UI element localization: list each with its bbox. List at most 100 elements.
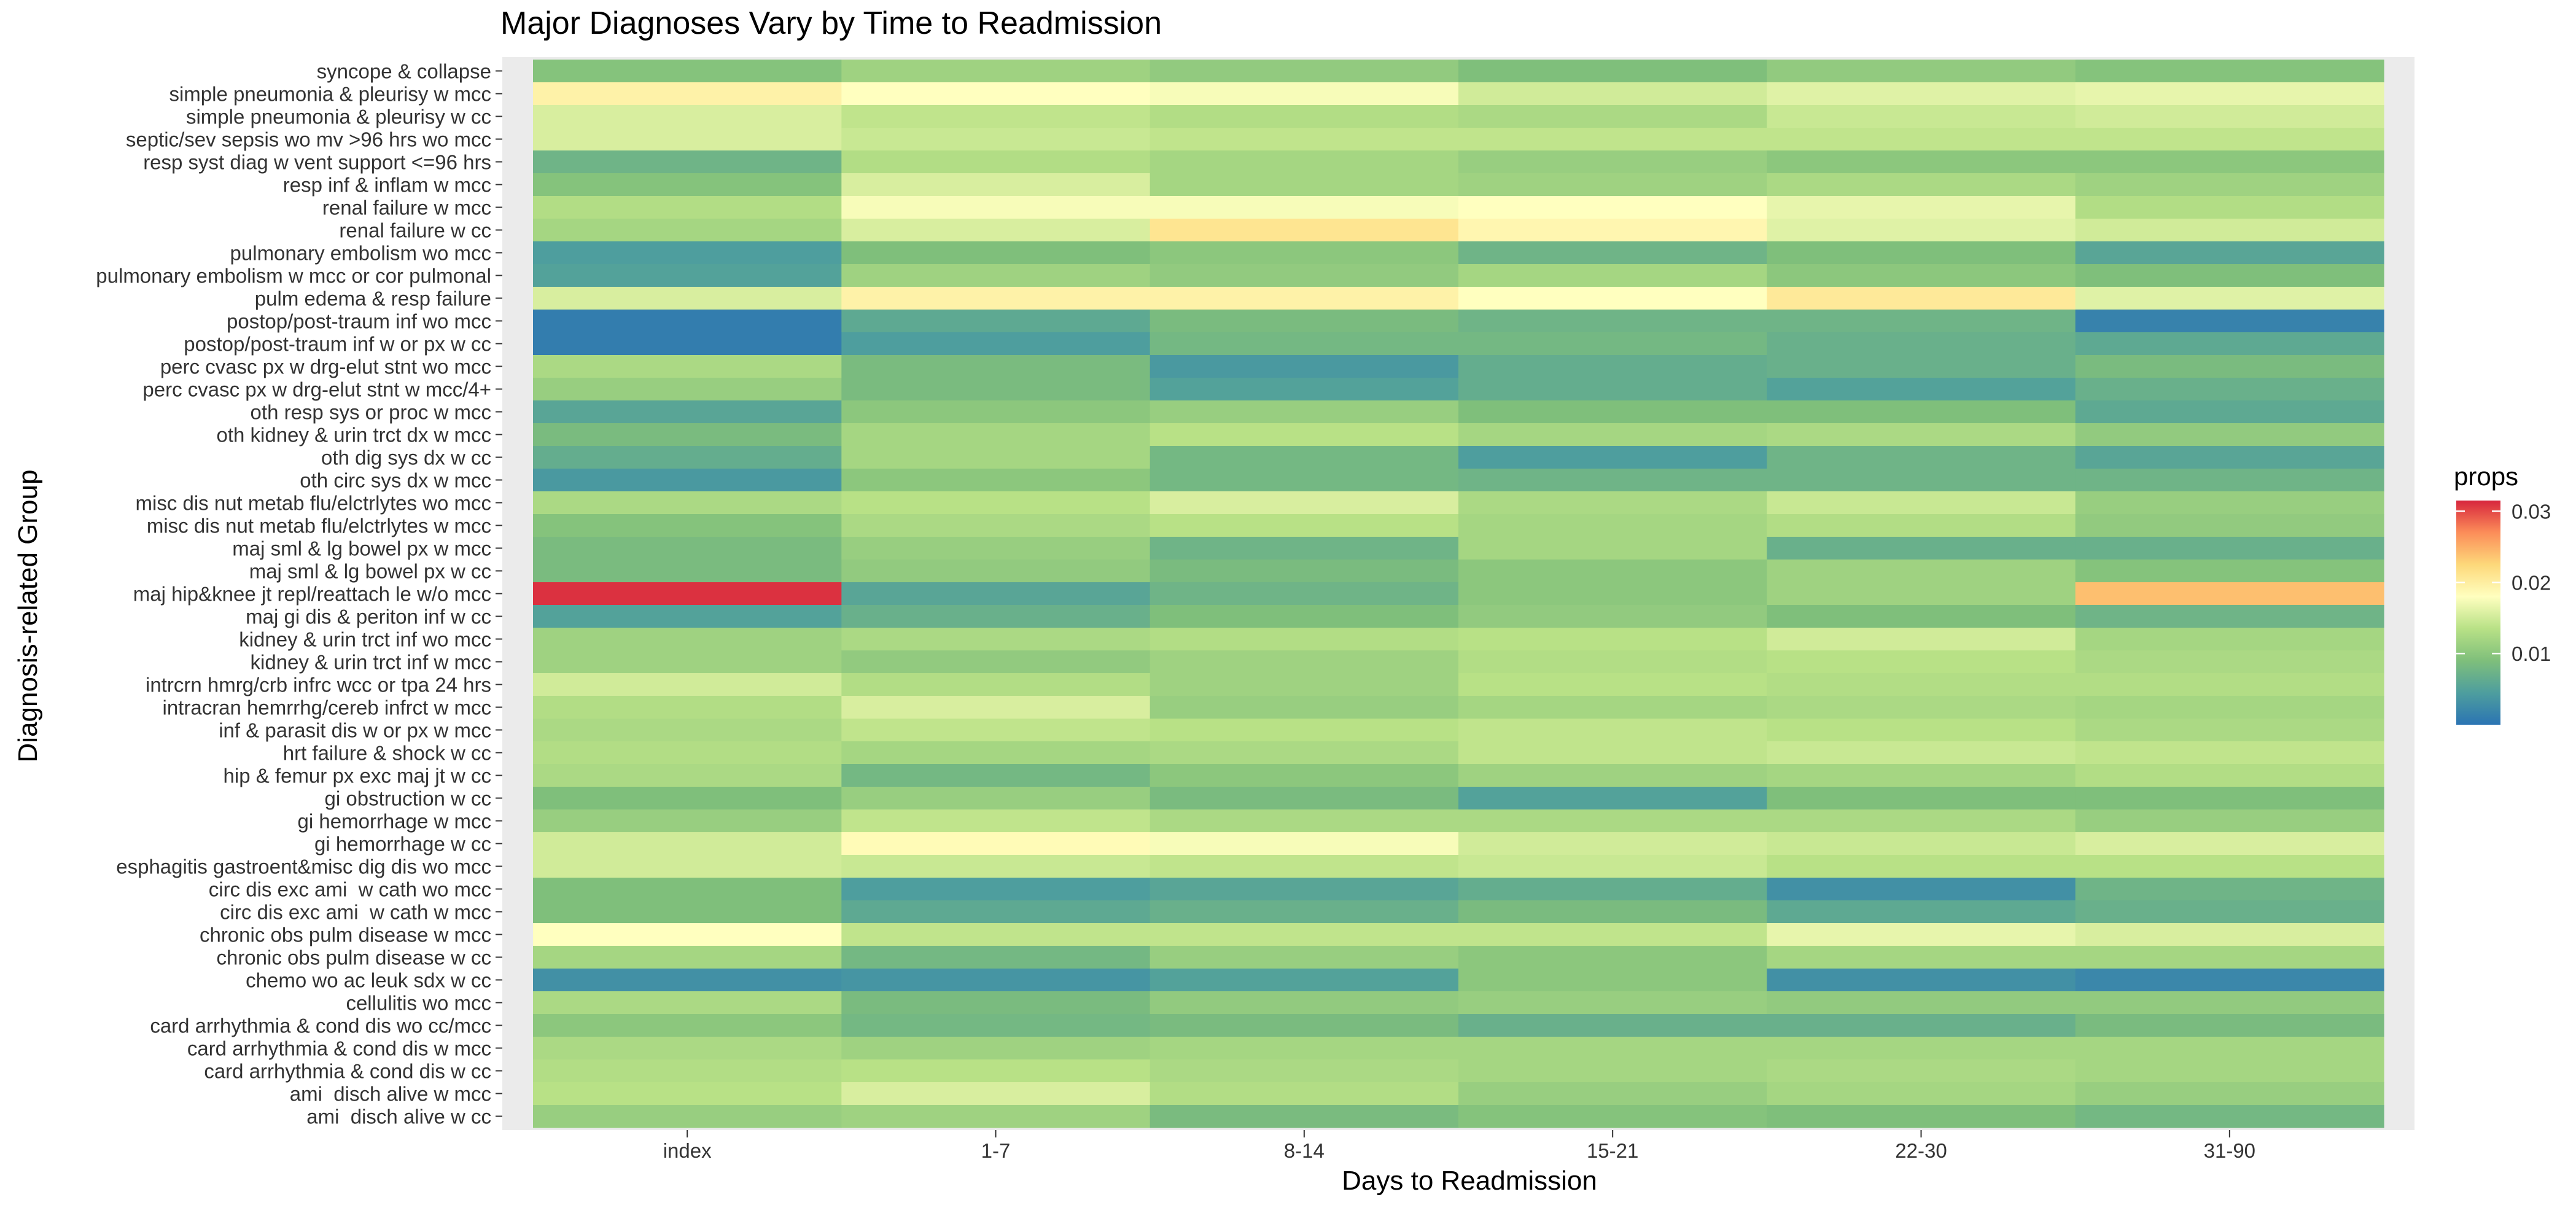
heatmap-cell [1458,1105,1767,1128]
heatmap-cell [1150,582,1459,606]
heatmap-cell [1767,128,2076,151]
heatmap-cell [533,60,842,83]
heatmap-cell [841,1105,1151,1128]
heatmap-cell [533,719,842,742]
heatmap-cell [533,537,842,560]
y-tick-label: intrcrn hmrg/crb infrc wcc or tpa 24 hrs [146,674,491,696]
heatmap-cell [1767,1082,2076,1106]
heatmap-cell [1458,673,1767,696]
heatmap-cell [1458,219,1767,242]
y-tick-label: card arrhythmia & cond dis w cc [204,1060,491,1083]
heatmap-cell [841,537,1151,560]
heatmap-cell [1150,173,1459,197]
heatmap-cell [841,423,1151,447]
heatmap-cell [1458,400,1767,424]
heatmap-cell [2075,469,2384,492]
heatmap-cell [841,310,1151,333]
heatmap-cells [533,60,2384,1128]
heatmap-cell [2075,832,2384,856]
heatmap-cell [1767,173,2076,197]
heatmap-cell [2075,764,2384,787]
y-tick-label: simple pneumonia & pleurisy w cc [186,106,491,128]
heatmap-cell [1150,105,1459,128]
heatmap-cell [1150,1082,1459,1106]
y-tick-label: septic/sev sepsis wo mv >96 hrs wo mcc [126,128,491,151]
heatmap-cell [2075,60,2384,83]
y-tick-label: kidney & urin trct inf wo mcc [239,628,491,651]
heatmap-cell [533,287,842,310]
heatmap-cell [533,764,842,787]
heatmap-cell [2075,855,2384,878]
color-legend: 0.03 0.02 0.01 [2456,500,2551,725]
heatmap-cell [1767,878,2076,901]
y-tick-label: chronic obs pulm disease w mcc [200,924,491,946]
heatmap-cell [2075,1014,2384,1037]
y-tick-label: card arrhythmia & cond dis w mcc [187,1037,491,1060]
heatmap-cell [841,355,1151,378]
heatmap-cell [1150,878,1459,901]
heatmap-cell [1150,673,1459,696]
heatmap-cell [2075,605,2384,628]
heatmap-cell [1458,196,1767,219]
heatmap-cell [533,469,842,492]
heatmap-cell [1767,355,2076,378]
heatmap-cell [2075,923,2384,946]
heatmap-cell [1767,991,2076,1015]
heatmap-cell [1767,400,2076,424]
heatmap-cell [1150,514,1459,537]
heatmap-cell [1458,128,1767,151]
x-axis-title: Days to Readmission [1342,1166,1597,1196]
x-axis-ticks: index 1-7 8-14 15-21 22-30 31-90 [663,1130,2255,1162]
heatmap-cell [1150,969,1459,992]
heatmap-cell [1458,787,1767,810]
heatmap-cell [841,809,1151,833]
heatmap-cell [2075,287,2384,310]
heatmap-cell [1150,764,1459,787]
heatmap-cell [841,1082,1151,1106]
heatmap-cell [841,582,1151,606]
heatmap-cell [2075,150,2384,174]
y-tick-label: maj sml & lg bowel px w cc [249,560,491,583]
heatmap-cell [1767,469,2076,492]
heatmap-cell [1767,560,2076,583]
y-tick-label: perc cvasc px w drg-elut stnt wo mcc [160,356,491,378]
y-tick-label: card arrhythmia & cond dis wo cc/mcc [150,1015,491,1037]
y-tick-label: maj sml & lg bowel px w mcc [232,537,491,560]
heatmap-cell [1150,150,1459,174]
y-tick-label: gi hemorrhage w cc [314,833,491,856]
y-tick-label: intracran hemrrhg/cereb infrct w mcc [163,696,492,719]
heatmap-cell [841,991,1151,1015]
heatmap-cell [1458,355,1767,378]
heatmap-cell [841,287,1151,310]
heatmap-cell [1150,946,1459,969]
heatmap-cell [1458,719,1767,742]
heatmap-cell [1767,60,2076,83]
heatmap-cell [533,628,842,651]
y-tick-label: resp syst diag w vent support <=96 hrs [143,151,491,174]
heatmap-cell [841,446,1151,469]
heatmap-cell [2075,105,2384,128]
heatmap-cell [841,923,1151,946]
y-tick-label: ami disch alive w cc [306,1106,491,1128]
heatmap-cell [533,696,842,719]
heatmap-cell [841,696,1151,719]
heatmap-cell [841,241,1151,265]
heatmap-cell [1150,82,1459,106]
heatmap-cell [533,1014,842,1037]
heatmap-cell [1458,923,1767,946]
heatmap-cell [2075,400,2384,424]
heatmap-cell [1150,923,1459,946]
heatmap-cell [1458,423,1767,447]
heatmap-cell [1767,446,2076,469]
heatmap-cell [1150,991,1459,1015]
heatmap-cell [533,582,842,606]
heatmap-cell [1150,446,1459,469]
heatmap-cell [1458,832,1767,856]
heatmap-cell [533,855,842,878]
heatmap-cell [1767,741,2076,765]
heatmap-cell [2075,423,2384,447]
heatmap-cell [841,60,1151,83]
heatmap-cell [533,241,842,265]
heatmap-cell [1458,741,1767,765]
